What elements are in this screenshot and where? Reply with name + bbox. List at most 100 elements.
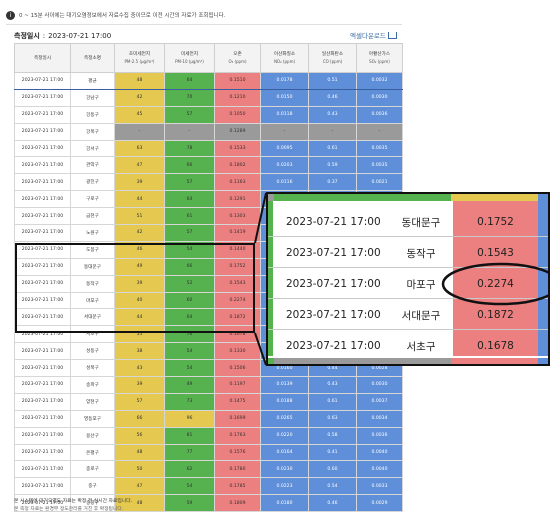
- cell-value: 47: [114, 156, 165, 175]
- zoom-ozone-value: 0.1678: [477, 340, 514, 352]
- cell-value: 0.1419: [214, 224, 261, 242]
- cell-value: 48: [114, 494, 165, 513]
- cell-value: 73: [164, 392, 215, 411]
- cell-value: 50: [114, 460, 165, 479]
- cell-value: 0.0178: [260, 72, 309, 90]
- cell-value: 0.0180: [260, 494, 309, 513]
- cell-value: 0.0029: [356, 494, 403, 513]
- connector-line-bottom: [254, 332, 267, 366]
- cell-value: 0.1809: [214, 494, 261, 513]
- zoom-row: 2023-07-21 17:00 동대문구 0.1752: [268, 206, 548, 238]
- excel-download-button[interactable]: 엑셀다운로드: [350, 30, 397, 40]
- column-header: 오존 O₃ (ppm): [214, 43, 261, 73]
- table-row: 2023-07-21 17:00 송파구 39 49 0.1197 0.0139 0.43 0…: [14, 376, 403, 394]
- table-row: 2023-07-21 17:00 중구 47 54 0.1785 0.0223 0.54 0.…: [14, 477, 403, 496]
- cell-value: -: [260, 122, 309, 141]
- cell-value: 0.2274: [214, 291, 261, 310]
- column-header-unit: PM-2.5 (μg/m³): [124, 59, 155, 64]
- cell-value: 0.1197: [214, 376, 261, 394]
- cell-value: 0.43: [308, 376, 357, 394]
- cell-value: -: [308, 122, 357, 141]
- cell-value: 57: [164, 105, 215, 124]
- cell-value: 0.60: [308, 460, 357, 479]
- divider: [6, 24, 402, 25]
- cell-value: 76: [164, 325, 215, 344]
- cell-value: 52: [164, 274, 215, 293]
- table-row: 2023-07-21 17:00 강동구 45 57 0.1050 0.0118 0.43 0…: [14, 105, 403, 124]
- notice-bar: i 0 ~ 15분 사이에는 대기오염정보에서 자료수집 중이므로 이전 시간의…: [6, 8, 546, 22]
- cell-value: 0.0035: [356, 156, 403, 175]
- cell-value: 70: [164, 88, 215, 107]
- zoom-datetime: 2023-07-21 17:00: [286, 340, 381, 352]
- cell-value: 0.0040: [356, 443, 403, 462]
- zoom-ozone-value: 0.1543: [477, 247, 514, 259]
- cell-value: 0.0021: [356, 173, 403, 192]
- cell-value: 40: [114, 291, 165, 310]
- zoom-station: 동작구: [406, 247, 436, 260]
- zoom-station: 서초구: [406, 340, 436, 353]
- cell-value: 42: [114, 88, 165, 107]
- column-header-name: 미세먼지: [181, 52, 198, 57]
- table-row: 2023-07-21 17:00 강남구 42 70 0.1210 0.0150 0.46 0…: [14, 88, 403, 107]
- cell-value: 0.59: [308, 156, 357, 175]
- cell-value: 57: [114, 392, 165, 411]
- column-header: 측정소명: [70, 43, 115, 73]
- cell-value: 66: [164, 257, 215, 276]
- column-header: 이산화질소 NO₂ (ppm): [260, 43, 309, 73]
- cell-value: 0.58: [308, 426, 357, 445]
- cell-value: 0.0036: [356, 426, 403, 445]
- column-header-name: 측정소명: [84, 55, 101, 61]
- zoom-bottom-strip: [268, 358, 548, 364]
- cell-value: 0.0220: [260, 426, 309, 445]
- cell-value: 0.1802: [214, 156, 261, 175]
- cell-value: 48: [114, 443, 165, 462]
- zoom-callout: 2023-07-21 17:00 동대문구 0.1752 2023-07-21 17:…: [266, 192, 550, 366]
- cell-station: 평균: [70, 72, 115, 90]
- zoom-row-divider: [268, 329, 548, 330]
- cell-value: 0.0223: [260, 477, 309, 496]
- cell-value: 77: [164, 443, 215, 462]
- cell-value: 63: [114, 139, 165, 158]
- table-row: 2023-07-21 17:00 영등포구 66 96 0.1699 0.0265 0.63…: [14, 409, 403, 428]
- table-body: 2023-07-21 17:00 평균 48 64 0.1510 0.0178 0.51 0.…: [14, 72, 403, 513]
- column-header-unit: PM-10 (μg/m³): [175, 59, 204, 64]
- zoom-station: 동대문구: [401, 216, 441, 229]
- cell-value: 0.1678: [214, 325, 261, 344]
- zoom-row: 2023-07-21 17:00 마포구 0.2274: [268, 268, 548, 300]
- cell-value: 39: [114, 376, 165, 394]
- cell-value: 0.1510: [214, 72, 261, 90]
- table-row: 2023-07-21 17:00 중랑구 48 59 0.1809 0.0180 0.46 0…: [14, 494, 403, 513]
- zoom-datetime: 2023-07-21 17:00: [286, 309, 381, 321]
- datetime-separator: :: [42, 32, 46, 40]
- cell-value: 0.0030: [356, 376, 403, 394]
- cell-value: 0.1752: [214, 257, 261, 276]
- cell-value: 0.61: [308, 139, 357, 158]
- column-header-unit: O₃ (ppm): [228, 59, 247, 64]
- air-quality-table: 측정일시 측정소명 초미세먼지 PM-2.5 (μg/m³) 미세먼지 PM-10 (μg…: [14, 43, 403, 513]
- zoom-row-divider: [268, 236, 548, 237]
- zoom-top-strip: [268, 194, 548, 201]
- column-header: 초미세먼지 PM-2.5 (μg/m³): [114, 43, 165, 73]
- cell-value: 0.1050: [214, 105, 261, 124]
- datetime-label: 측정일시: [14, 32, 40, 40]
- cell-value: 0.61: [308, 392, 357, 411]
- excel-download-label: 엑셀다운로드: [350, 32, 386, 40]
- notice-text: 0 ~ 15분 사이에는 대기오염정보에서 자료수집 중이므로 이전 시간의 자…: [19, 13, 226, 19]
- zoom-row-divider: [268, 298, 548, 299]
- cell-value: 0.1763: [214, 426, 261, 445]
- zoom-ozone-value: 0.2274: [477, 278, 514, 290]
- column-header: 측정일시: [14, 43, 71, 73]
- cell-station: 중랑구: [70, 494, 115, 513]
- cell-value: 0.0034: [356, 409, 403, 428]
- zoom-ozone-value: 0.1752: [477, 216, 514, 228]
- column-header-name: 초미세먼지: [128, 52, 151, 57]
- cell-value: 96: [164, 409, 215, 428]
- cell-value: 45: [114, 105, 165, 124]
- zoom-row: 2023-07-21 17:00 동작구 0.1543: [268, 237, 548, 269]
- cell-value: 60: [164, 291, 215, 310]
- cell-value: 39: [114, 274, 165, 293]
- cell-value: 0.0139: [260, 376, 309, 394]
- zoom-row: 2023-07-21 17:00 서초구 0.1678: [268, 330, 548, 362]
- cell-value: 0.51: [308, 72, 357, 90]
- cell-value: 64: [164, 72, 215, 90]
